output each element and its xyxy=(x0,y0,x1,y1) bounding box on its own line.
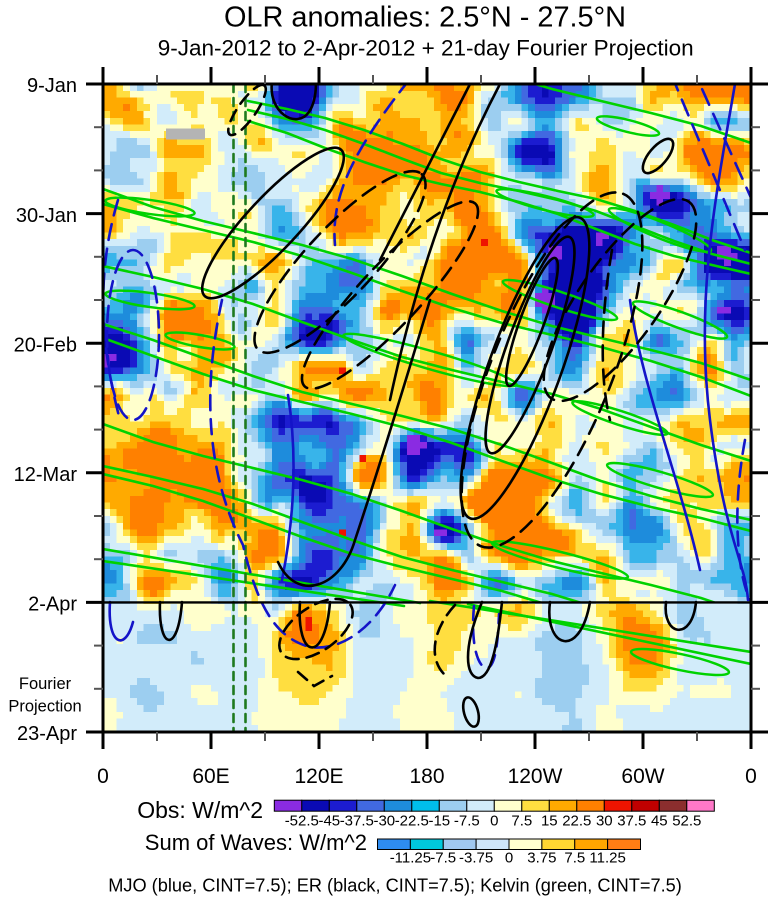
svg-text:-22.5: -22.5 xyxy=(395,813,429,830)
svg-text:23-Apr: 23-Apr xyxy=(17,723,77,745)
svg-text:9-Jan: 9-Jan xyxy=(27,75,77,97)
svg-text:-30: -30 xyxy=(373,813,395,830)
svg-text:Fourier: Fourier xyxy=(19,675,72,693)
svg-text:-15: -15 xyxy=(428,813,450,830)
svg-text:60E: 60E xyxy=(192,765,229,788)
svg-text:11.25: 11.25 xyxy=(589,850,625,867)
svg-text:180: 180 xyxy=(409,765,444,788)
svg-text:-37.5: -37.5 xyxy=(340,813,374,830)
svg-text:0: 0 xyxy=(97,765,109,788)
svg-text:37.5: 37.5 xyxy=(617,813,646,830)
svg-text:15: 15 xyxy=(541,813,558,830)
svg-text:52.5: 52.5 xyxy=(672,813,701,830)
svg-text:7.5: 7.5 xyxy=(564,850,585,867)
svg-text:0: 0 xyxy=(505,850,513,867)
svg-text:0: 0 xyxy=(745,765,757,788)
svg-text:120W: 120W xyxy=(508,765,563,788)
svg-text:120E: 120E xyxy=(294,765,343,788)
svg-text:12-Mar: 12-Mar xyxy=(14,464,78,486)
svg-text:22.5: 22.5 xyxy=(562,813,591,830)
svg-text:20-Feb: 20-Feb xyxy=(14,334,77,356)
svg-text:30-Jan: 30-Jan xyxy=(16,205,77,227)
svg-text:30: 30 xyxy=(596,813,613,830)
svg-text:Sum of Waves: W/m^2: Sum of Waves: W/m^2 xyxy=(145,830,367,855)
svg-text:2-Apr: 2-Apr xyxy=(28,594,77,616)
svg-text:3.75: 3.75 xyxy=(527,850,556,867)
svg-text:-11.25: -11.25 xyxy=(390,850,431,867)
svg-text:0: 0 xyxy=(490,813,498,830)
svg-text:7.5: 7.5 xyxy=(511,813,532,830)
svg-text:45: 45 xyxy=(651,813,668,830)
svg-text:Obs: W/m^2: Obs: W/m^2 xyxy=(137,797,263,823)
svg-text:-45: -45 xyxy=(318,813,340,830)
svg-text:-52.5: -52.5 xyxy=(285,813,319,830)
svg-text:-7.5: -7.5 xyxy=(454,813,480,830)
svg-text:9-Jan-2012 to 2-Apr-2012 + 21-: 9-Jan-2012 to 2-Apr-2012 + 21-day Fourie… xyxy=(158,35,694,60)
svg-text:60W: 60W xyxy=(621,765,664,788)
svg-text:OLR anomalies: 2.5°N - 27.5°N: OLR anomalies: 2.5°N - 27.5°N xyxy=(224,2,626,34)
svg-text:-3.75: -3.75 xyxy=(459,850,493,867)
svg-text:-7.5: -7.5 xyxy=(430,850,456,867)
svg-text:Projection: Projection xyxy=(8,698,81,716)
svg-text:MJO (blue, CINT=7.5); ER (blac: MJO (blue, CINT=7.5); ER (black, CINT=7.… xyxy=(108,876,682,896)
